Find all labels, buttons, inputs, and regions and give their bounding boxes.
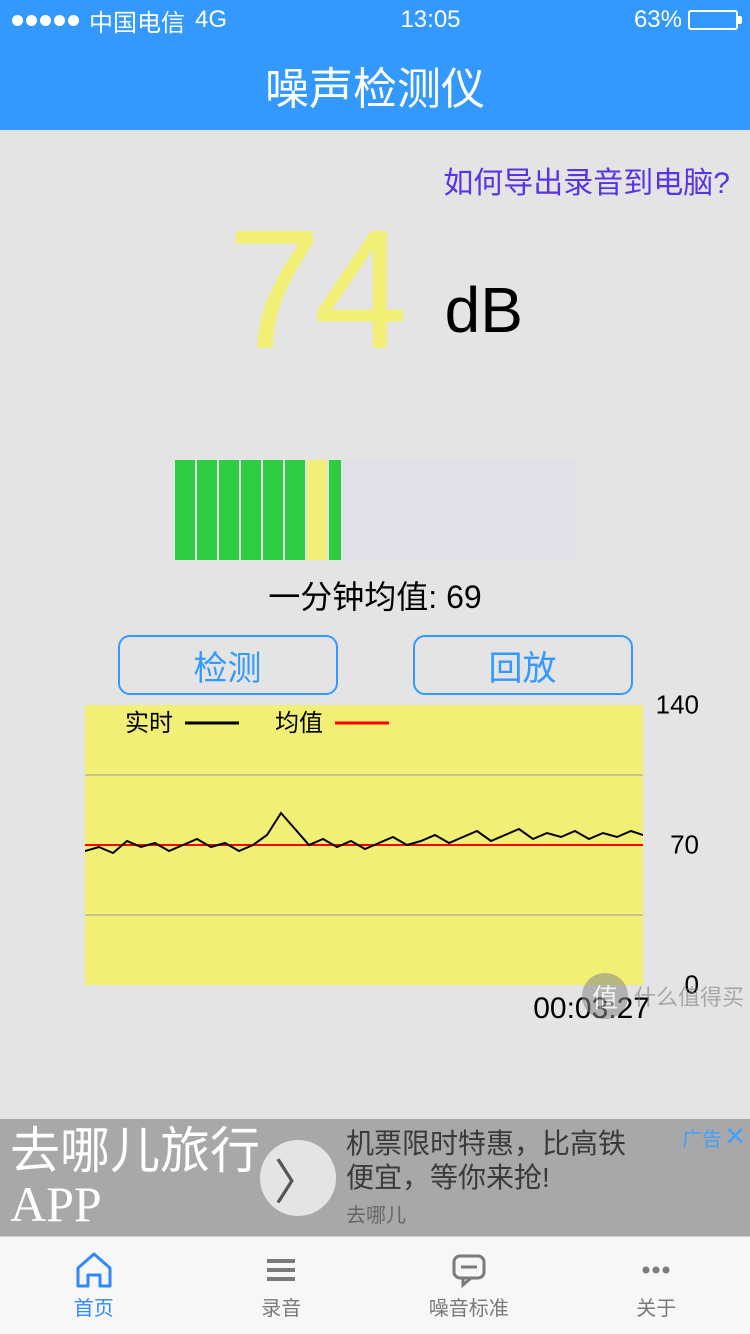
network-label: 4G — [195, 6, 227, 34]
button-row: 检测 回放 — [0, 635, 750, 695]
playback-button[interactable]: 回放 — [413, 635, 633, 695]
tab-bar: 首页录音噪音标准关于 — [0, 1236, 750, 1334]
ad-close-icon[interactable]: ✕ — [724, 1121, 746, 1152]
battery-pct: 63% — [634, 6, 682, 34]
content-area: 如何导出录音到电脑? 74 dB 一分钟均值: 69 检测 回放 实时均值 14… — [0, 130, 750, 1119]
svg-text:实时: 实时 — [125, 710, 173, 737]
noise-chart: 实时 均值 — [85, 705, 643, 985]
watermark: 值 什么值得买 — [582, 973, 744, 1019]
battery-icon — [688, 10, 738, 30]
status-bar: 中国电信 4G 13:05 63% — [0, 0, 750, 40]
avg-label: 一分钟均值: 69 — [0, 572, 750, 618]
home-icon — [72, 1250, 116, 1290]
svg-text:均值: 均值 — [275, 710, 323, 737]
db-value: 74 — [227, 205, 400, 375]
carrier-label: 中国电信 — [89, 3, 185, 38]
status-right: 63% — [634, 6, 738, 34]
level-meter — [175, 460, 575, 560]
db-reading: 74 dB — [0, 205, 750, 375]
db-unit: dB — [445, 273, 523, 347]
chat-icon — [447, 1250, 491, 1290]
status-left: 中国电信 4G — [12, 3, 227, 38]
watermark-badge: 值 — [582, 973, 628, 1019]
help-link[interactable]: 如何导出录音到电脑? — [443, 158, 730, 202]
tab-home[interactable]: 首页 — [0, 1237, 188, 1334]
menu-icon — [259, 1250, 303, 1290]
page-title: 噪声检测仪 — [265, 53, 485, 117]
ad-banner[interactable]: 去哪儿旅行 APP 〉 机票限时特惠，比高铁 便宜，等你来抢! 去哪儿 广告 ✕ — [0, 1119, 750, 1236]
watermark-text: 什么值得买 — [634, 980, 744, 1012]
chart-area: 实时均值 140700 — [85, 705, 643, 990]
nav-bar: 噪声检测仪 — [0, 40, 750, 130]
tab-chat[interactable]: 噪音标准 — [375, 1237, 563, 1334]
detect-button[interactable]: 检测 — [118, 635, 338, 695]
tab-menu[interactable]: 录音 — [188, 1237, 376, 1334]
ad-tag: 广告 — [682, 1123, 722, 1152]
status-time: 13:05 — [400, 6, 460, 34]
more-icon — [634, 1250, 678, 1290]
tab-more[interactable]: 关于 — [563, 1237, 750, 1334]
ad-arrow-icon[interactable]: 〉 — [260, 1140, 336, 1216]
signal-dots — [12, 15, 79, 26]
